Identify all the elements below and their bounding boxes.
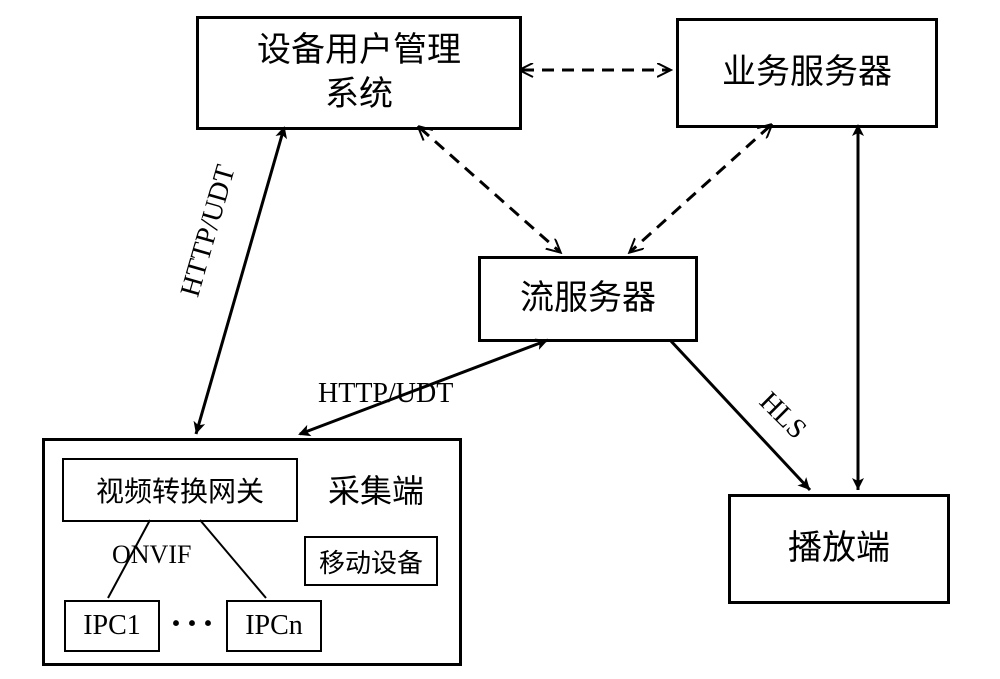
hls-label: HLS [752, 386, 812, 446]
mgmt-label: 设备用户管理系统 [257, 29, 461, 117]
gateway-box: 视频转换网关 [62, 458, 298, 522]
ipcn-box: IPCn [226, 600, 322, 652]
stream-box: 流服务器 [478, 256, 698, 342]
http-udt-2-label: HTTP/UDT [318, 378, 453, 410]
edge-mgmt-stream [420, 128, 560, 252]
onvif-label: ONVIF [112, 540, 191, 570]
http-udt-1-label: HTTP/UDT [175, 162, 243, 301]
gateway-label: 视频转换网关 [96, 470, 264, 510]
stream-label: 流服务器 [520, 277, 656, 321]
player-box: 播放端 [728, 494, 950, 604]
dots-label: ··· [170, 602, 218, 644]
ipcn-label: IPCn [245, 610, 303, 642]
mobile-label: 移动设备 [319, 543, 423, 580]
biz-box: 业务服务器 [676, 18, 938, 128]
collector-label: 采集端 [328, 466, 424, 512]
player-label: 播放端 [788, 527, 890, 571]
ipc1-label: IPC1 [83, 610, 141, 642]
biz-label: 业务服务器 [722, 51, 892, 95]
edge-biz-stream [630, 126, 770, 252]
mobile-box: 移动设备 [304, 536, 438, 586]
ipc1-box: IPC1 [64, 600, 160, 652]
mgmt-box: 设备用户管理系统 [196, 16, 522, 130]
